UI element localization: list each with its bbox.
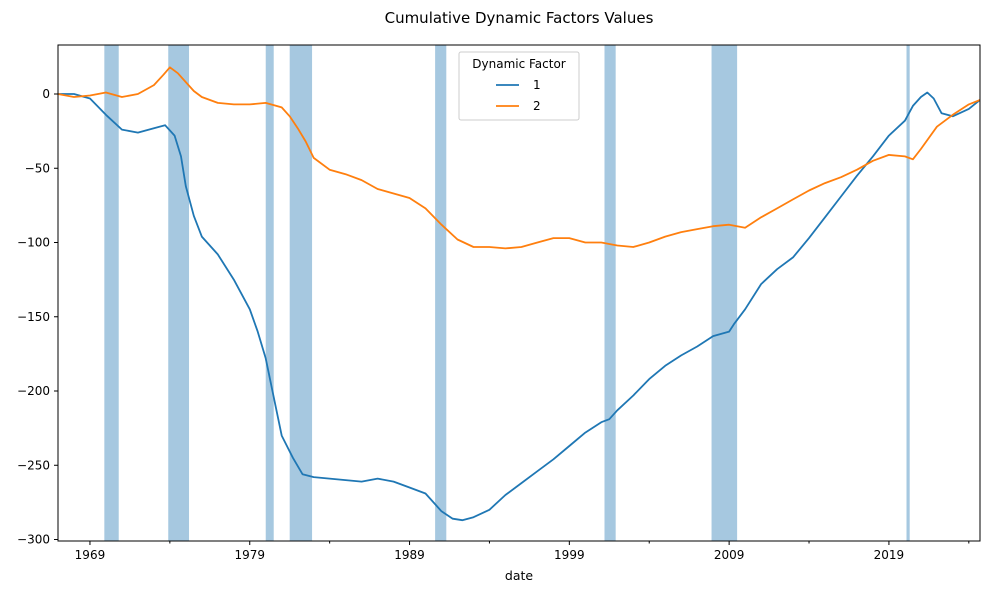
series-line-2 xyxy=(57,66,981,250)
shaded-period-4 xyxy=(289,45,313,541)
y-tick-label: −250 xyxy=(17,458,50,472)
y-tick-label: −100 xyxy=(17,236,50,250)
legend-title: Dynamic Factor xyxy=(472,57,566,71)
shaded-period-7 xyxy=(711,45,738,541)
legend-label-2: 2 xyxy=(533,99,541,113)
y-tick-label: −50 xyxy=(25,161,50,175)
legend-box xyxy=(458,51,580,121)
y-tick-label: −300 xyxy=(17,533,50,547)
shaded-period-6 xyxy=(604,45,616,541)
legend-label-1: 1 xyxy=(533,78,541,92)
series-line-1 xyxy=(58,91,981,522)
axes-frame xyxy=(57,44,981,542)
shaded-period-5 xyxy=(435,45,447,541)
shaded-period-1 xyxy=(104,45,119,541)
x-tick-label: 2009 xyxy=(714,548,745,562)
y-tick-label: −150 xyxy=(17,310,50,324)
x-tick-label: 1969 xyxy=(75,548,106,562)
x-tick-label: 1999 xyxy=(554,548,585,562)
x-tick-label: 1979 xyxy=(234,548,265,562)
shaded-period-3 xyxy=(265,45,274,541)
plot-area xyxy=(57,45,981,541)
shaded-period-8 xyxy=(906,45,910,541)
y-tick-label: 0 xyxy=(42,87,50,101)
x-axis-label: date xyxy=(505,568,533,583)
y-tick-label: −200 xyxy=(17,384,50,398)
shaded-period-2 xyxy=(168,45,190,541)
axes: 0 −50 −100 −150 −200 −250 −300 1969 1979 1989 1999… xyxy=(17,44,981,562)
x-tick-label: 1989 xyxy=(394,548,425,562)
x-tick-label: 2019 xyxy=(874,548,905,562)
chart-title: Cumulative Dynamic Factors Values xyxy=(385,9,654,27)
legend: Dynamic Factor 1 2 xyxy=(458,51,580,121)
